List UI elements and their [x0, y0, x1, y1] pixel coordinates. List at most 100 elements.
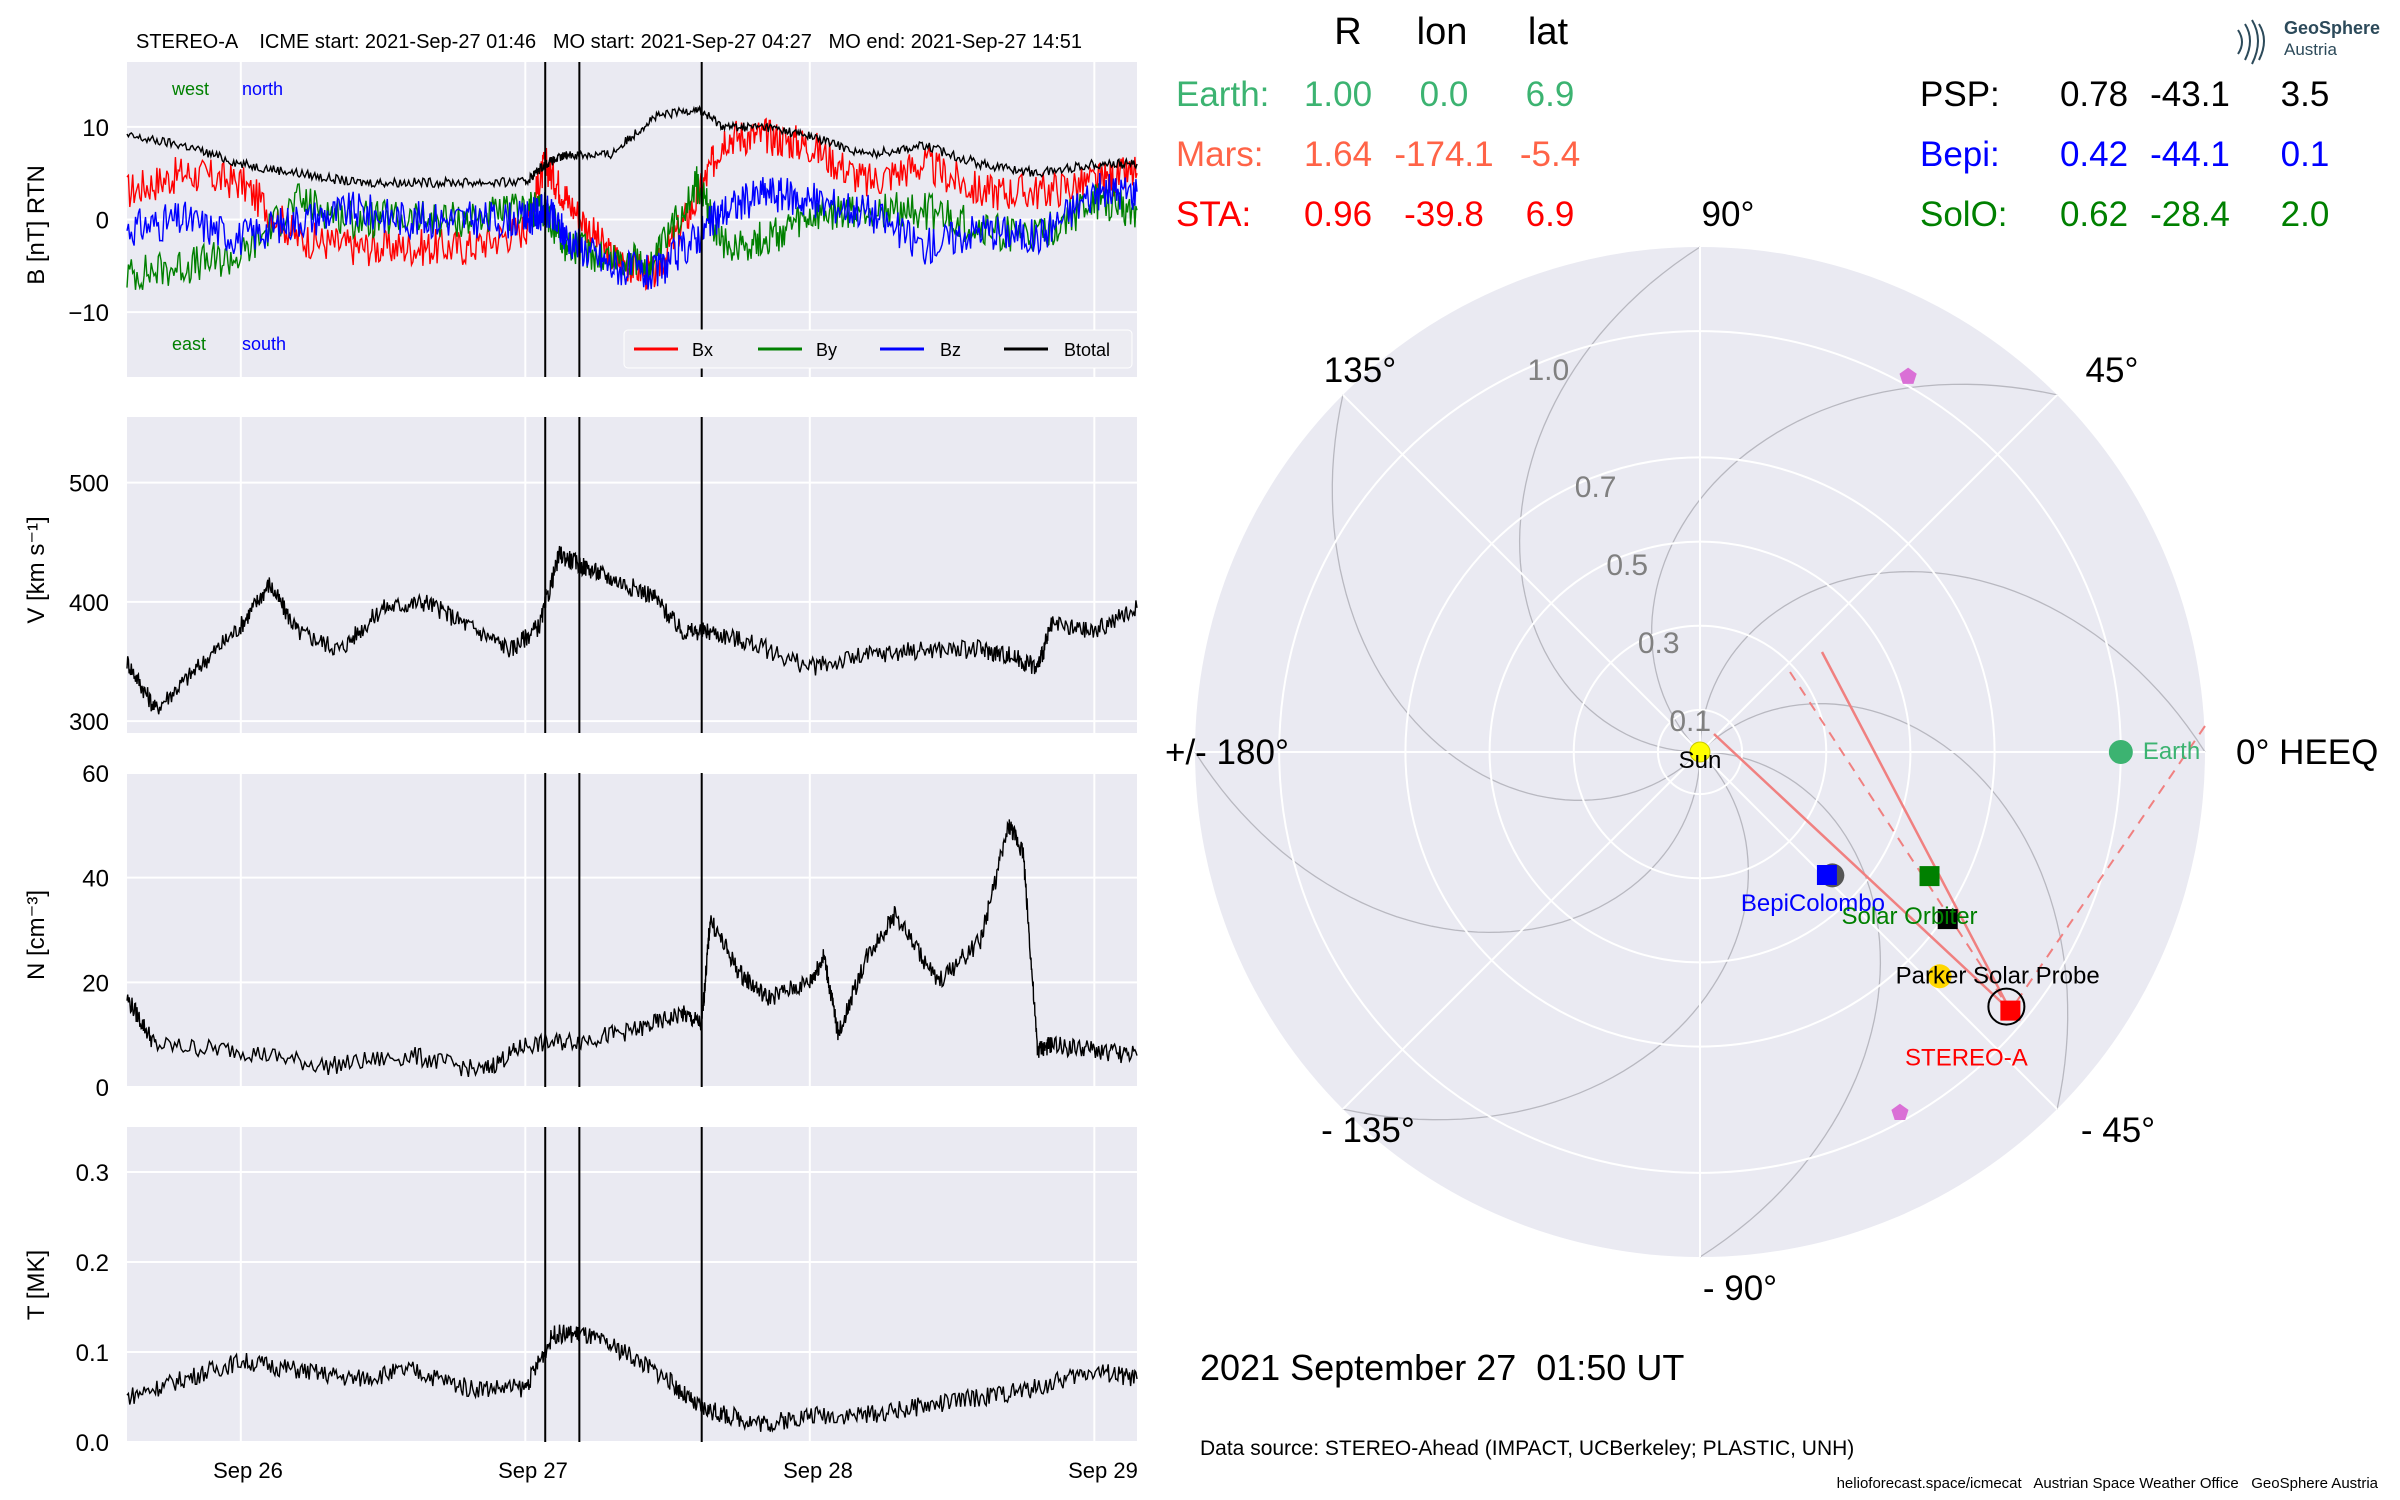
radial-tick-label: 0.1 [1669, 705, 1711, 738]
unknown-marker-black [1937, 909, 1958, 930]
radial-tick-label: 0.3 [1638, 627, 1680, 660]
mars-like-marker [1891, 1103, 1909, 1120]
row-r: 0.42 [2060, 135, 2128, 174]
density-ytick-label: 60 [82, 761, 109, 788]
legend-box [623, 329, 1133, 369]
data-source: Data source: STEREO-Ahead (IMPACT, UCBer… [1200, 1437, 1854, 1460]
header-line: STEREO-A ICME start: 2021-Sep-27 01:46 M… [136, 31, 1082, 53]
angle-label: 45° [2086, 351, 2139, 390]
t-ylabel: T [MK] [23, 1250, 50, 1320]
angular-grid [1342, 751, 1701, 1110]
temperature-ytick-label: 0.0 [76, 1430, 109, 1457]
angle-label: 0° HEEQ [2236, 733, 2378, 772]
x-tick-sep29: Sep 29 [1068, 1458, 1138, 1483]
earth-label: Earth [2143, 738, 2200, 765]
row-lon: -43.1 [2150, 75, 2230, 114]
geosphere-logo: GeoSphere Austria [2237, 18, 2380, 65]
speed-series-line [126, 545, 1138, 715]
temperature-panel-bg [127, 1127, 1137, 1442]
legend-by: By [816, 340, 837, 360]
row-name: STA: [1176, 195, 1251, 234]
south-label: south [242, 334, 286, 354]
n-ylabel: N [cm⁻³] [23, 890, 50, 980]
footer-credits: helioforecast.space/icmecat Austrian Spa… [1837, 1475, 2379, 1492]
angular-grid [1342, 394, 1701, 753]
b-ylabel: B [nT] RTN [23, 165, 50, 285]
row-lon: -39.8 [1404, 195, 1484, 234]
sta-fov-dashed [2009, 725, 2206, 1012]
radial-tick-label: 1.0 [1527, 354, 1569, 387]
angle-label: - 45° [2081, 1111, 2155, 1150]
bfield-series-btotal [126, 104, 1138, 190]
col-header-r: R [1334, 11, 1361, 53]
logo-line1: GeoSphere [2284, 18, 2380, 38]
angle-label: - 135° [1321, 1111, 1415, 1150]
speed-ytick-label: 500 [69, 471, 109, 498]
angle-label: 90° [1702, 195, 1755, 234]
speed-ytick-label: 400 [69, 590, 109, 617]
row-lat: -5.4 [1520, 135, 1580, 174]
speed-ytick-label: 300 [69, 709, 109, 736]
temperature-series-line [126, 1324, 1138, 1433]
bfield-ytick-label: −10 [68, 300, 109, 327]
psp-label: Parker Solar Probe [1896, 962, 2100, 989]
sun-label: Sun [1679, 747, 1722, 774]
row-name: Earth: [1176, 75, 1269, 114]
row-lon: -44.1 [2150, 135, 2230, 174]
legend-bx: Bx [692, 340, 713, 360]
temperature-ytick-label: 0.2 [76, 1250, 109, 1277]
density-ytick-label: 40 [82, 866, 109, 893]
density-ytick-label: 20 [82, 970, 109, 997]
row-lat: 6.9 [1526, 195, 1575, 234]
earth-marker [2108, 740, 2133, 764]
mars-like-marker [1899, 367, 1917, 384]
angle-label: - 90° [1703, 1269, 1777, 1308]
row-r: 1.00 [1304, 75, 1372, 114]
sun-marker [1689, 741, 1711, 763]
row-r: 1.64 [1304, 135, 1372, 174]
density-series-line [126, 819, 1138, 1078]
col-header-lon: lon [1417, 11, 1468, 53]
density-ytick-label: 0 [96, 1075, 109, 1102]
row-r: 0.78 [2060, 75, 2128, 114]
x-tick-sep27: Sep 27 [498, 1458, 568, 1483]
legend-btotal: Btotal [1064, 340, 1110, 360]
angle-label: 135° [1324, 351, 1396, 390]
bfield-ytick-label: 10 [82, 115, 109, 142]
row-name: SolO: [1920, 195, 2008, 234]
row-lat: 6.9 [1526, 75, 1575, 114]
sta-sun-line [1713, 733, 2012, 1012]
sta-fov-dashed [1789, 671, 2012, 1012]
logo-mark-icon [2237, 19, 2265, 65]
v-ylabel: V [km s⁻¹] [23, 516, 50, 623]
row-lon: -28.4 [2150, 195, 2230, 234]
bfield-ytick-label: 0 [96, 208, 109, 235]
row-lat: 3.5 [2281, 75, 2330, 114]
polar-plot: 0.1 0.3 0.5 0.7 1.0 90° 45° 0° HEEQ - 45° - 90° - … [1165, 195, 2378, 1308]
north-label: north [242, 79, 283, 99]
row-name: Mars: [1176, 135, 1264, 174]
row-lat: 0.1 [2281, 135, 2330, 174]
solo-marker [1919, 866, 1940, 887]
b-legend: Bx By Bz Btotal [623, 329, 1133, 369]
west-label: west [171, 79, 209, 99]
angular-grid [1699, 751, 2058, 1110]
sta-fov-line [1820, 651, 2012, 1012]
positions-table: R lon lat Earth: 1.00 0.0 6.9 Mars: 1.64 -174.… [1176, 11, 2329, 234]
row-lon: 0.0 [1420, 75, 1469, 114]
bepi-label: BepiColombo [1741, 890, 1885, 917]
col-header-lat: lat [1528, 11, 1569, 53]
temperature-ytick-label: 0.3 [76, 1160, 109, 1187]
density-panel-bg [127, 773, 1137, 1087]
row-name: PSP: [1920, 75, 2000, 114]
radial-tick-label: 0.7 [1575, 471, 1617, 504]
psp-marker [1927, 964, 1952, 989]
speed-panel-bg [127, 417, 1137, 733]
row-name: Bepi: [1920, 135, 2000, 174]
sta-label: STEREO-A [1905, 1045, 2028, 1072]
row-r: 0.62 [2060, 195, 2128, 234]
angular-grid [1699, 394, 2058, 753]
radial-tick-label: 0.5 [1606, 549, 1648, 582]
x-tick-sep26: Sep 26 [213, 1458, 283, 1483]
